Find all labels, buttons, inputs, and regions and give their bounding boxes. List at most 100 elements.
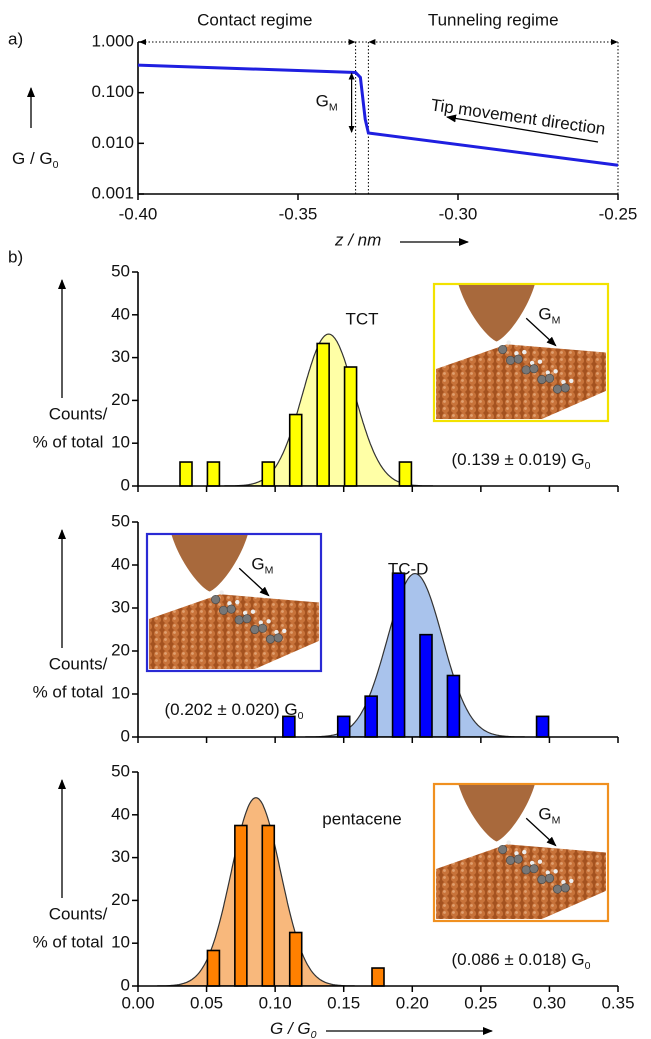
inset-label-sub: M: [552, 314, 561, 326]
atom-h: [506, 840, 511, 845]
atom: [218, 605, 228, 615]
series-title: TCT: [345, 309, 378, 328]
atom-h: [529, 860, 535, 866]
y-tick-label: 0: [121, 475, 130, 494]
bar: [288, 931, 303, 987]
atom-h: [561, 879, 566, 885]
y-axis-label: Counts/: [49, 654, 108, 673]
atom-h: [553, 869, 558, 874]
bar: [371, 967, 385, 987]
bar: [234, 824, 248, 987]
atom: [265, 634, 275, 644]
bar: [343, 366, 358, 487]
gm-label-part: G: [316, 92, 329, 111]
bar: [261, 461, 276, 487]
x-tick-label: 0.20: [396, 993, 429, 1012]
atom: [529, 364, 539, 374]
gaussian-fit: [305, 572, 525, 738]
y-axis-label: % of total: [33, 432, 104, 451]
inset-label: GM: [538, 305, 560, 326]
conductance-line: [137, 63, 619, 167]
x-tick-label: 0.15: [327, 993, 360, 1012]
atom: [505, 355, 515, 365]
inset-label-part: G: [251, 555, 264, 574]
x-tick-label: 0.35: [601, 993, 634, 1012]
fit-label-part: (0.202 ± 0.020) G: [165, 700, 298, 719]
x-tick-label: 0.00: [121, 993, 154, 1012]
gm-arrow: [525, 817, 557, 847]
atom-h: [506, 340, 511, 345]
inset: GM: [145, 532, 323, 673]
x-tick-label: -0.30: [439, 204, 478, 223]
y-tick-label: 20: [111, 890, 130, 909]
y-tick-label: 50: [111, 761, 130, 780]
atom-h: [537, 359, 543, 364]
atom: [234, 615, 244, 625]
atom: [552, 384, 562, 394]
x-axis-label: z / nm: [334, 230, 381, 249]
bar: [535, 715, 550, 738]
y-tick-label: 40: [111, 804, 130, 823]
fit-label-sub: 0: [585, 960, 591, 972]
atom: [560, 883, 570, 893]
bar: [364, 695, 378, 738]
y-axis-label-sub: 0: [53, 159, 59, 171]
atom-h: [219, 590, 224, 595]
bar: [398, 461, 413, 487]
y-tick-label: 0: [121, 975, 130, 994]
x-tick-label: -0.35: [279, 204, 318, 223]
atom: [513, 354, 523, 364]
bar: [179, 461, 193, 487]
atom-h: [235, 599, 240, 605]
atom: [498, 345, 508, 355]
y-tick-label: 0.010: [91, 133, 134, 152]
atom: [545, 373, 555, 383]
bar: [336, 715, 351, 738]
regime-label: Contact regime: [197, 10, 312, 29]
atom: [537, 875, 547, 885]
atom: [211, 595, 221, 605]
atom: [505, 855, 515, 865]
y-tick-label: 50: [111, 261, 130, 280]
bar: [446, 674, 461, 738]
atom: [545, 873, 555, 883]
y-tick-label: 0: [121, 726, 130, 745]
direction-label: Tip movement direction: [430, 95, 607, 138]
atom-h: [537, 859, 543, 864]
bar: [419, 633, 433, 738]
surface: [149, 594, 319, 669]
y-tick-label: 0.001: [91, 183, 134, 202]
inset-label-sub: M: [265, 564, 274, 576]
series-title: TC-D: [388, 559, 429, 578]
gaussian-fit: [157, 797, 355, 987]
y-tick-label: 30: [111, 847, 130, 866]
atom: [537, 375, 547, 385]
x-tick-label: -0.25: [599, 204, 638, 223]
y-tick-label: 40: [111, 304, 130, 323]
y-tick-label: 10: [111, 933, 130, 952]
inset-label-part: G: [538, 305, 551, 324]
bar: [206, 461, 221, 487]
x-axis-label-sub: 0: [311, 1029, 317, 1039]
atom-h: [545, 370, 550, 375]
x-tick-label: 0.05: [190, 993, 223, 1012]
atom-h: [522, 849, 527, 855]
atom-h: [282, 628, 287, 634]
bar: [206, 949, 221, 987]
x-tick-label: -0.40: [119, 204, 158, 223]
gm-arrow: [525, 317, 557, 347]
atom: [498, 845, 508, 855]
panel-label: a): [8, 29, 23, 48]
inset-label-part: G: [538, 805, 551, 824]
direction-arrow: [446, 114, 599, 143]
y-tick-label: 1.000: [91, 31, 134, 50]
regime-label: Tunneling regime: [428, 10, 559, 29]
y-tick-label: 30: [111, 597, 130, 616]
inset: GM: [432, 282, 610, 423]
atom-h: [274, 629, 279, 635]
atom: [513, 854, 523, 864]
gm-label-sub: M: [329, 102, 338, 114]
x-axis-label-part: G / G: [270, 1019, 311, 1038]
x-tick-label: 0.30: [533, 993, 566, 1012]
y-tick-label: 50: [111, 511, 130, 530]
